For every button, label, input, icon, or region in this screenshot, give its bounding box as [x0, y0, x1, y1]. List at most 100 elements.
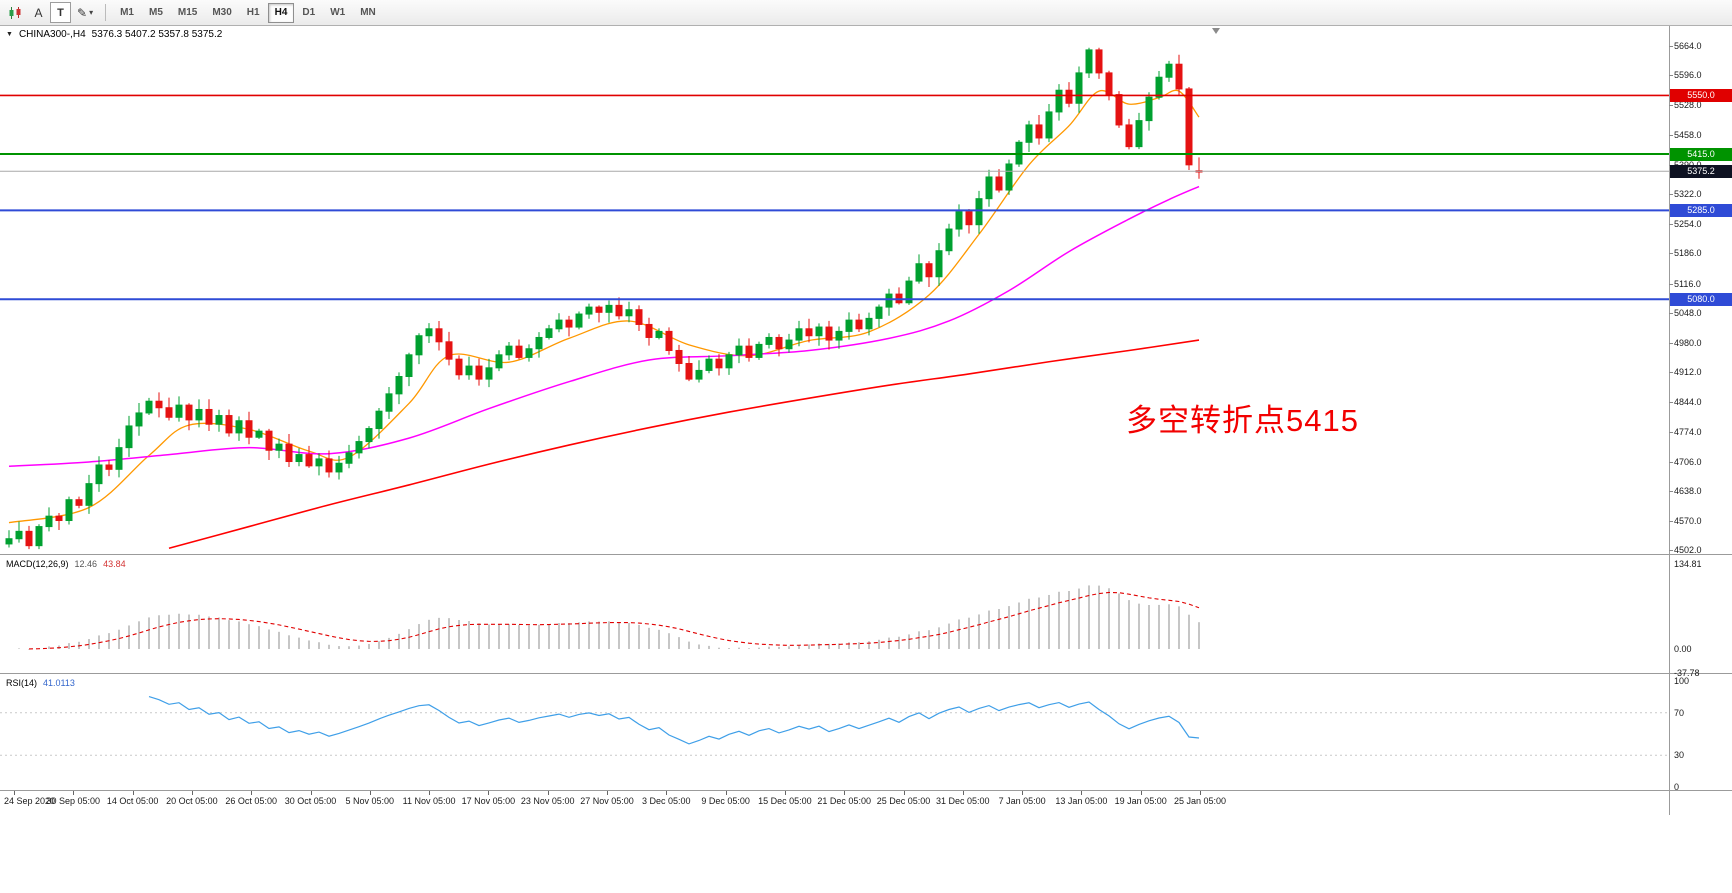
symbol-timeframe-label: CHINA300-,H4: [18, 29, 86, 40]
time-axis-tick: [251, 791, 253, 795]
chart-shift-marker[interactable]: [1212, 28, 1220, 34]
time-axis-label: 31 Dec 05:00: [936, 796, 990, 806]
timeframe-m30-button[interactable]: M30: [205, 3, 238, 23]
price-axis-label: 5116.0: [1674, 278, 1701, 289]
a-label: A: [34, 5, 43, 20]
time-axis-tick: [666, 791, 668, 795]
time-axis-tick: [310, 791, 312, 795]
timeframe-m1-button[interactable]: M1: [113, 3, 141, 23]
timeframe-m5-button[interactable]: M5: [142, 3, 170, 23]
time-axis-label: 21 Dec 05:00: [817, 796, 871, 806]
timeframe-w1-button[interactable]: W1: [323, 3, 352, 23]
rsi-indicator-label: RSI(14) 41.0113: [6, 678, 75, 688]
toolbar: A T ✎ ▾ M1 M5 M15 M30 H1 H4 D1 W1 MN: [0, 0, 1732, 26]
rsi-axis-label: 30: [1674, 750, 1685, 761]
time-axis-label: 7 Jan 05:00: [998, 796, 1046, 806]
price-axis-tick: [1669, 342, 1673, 344]
price-axis-tick: [1669, 46, 1673, 47]
rsi-axis-label: 0: [1674, 782, 1680, 792]
time-axis-tick: [369, 791, 371, 795]
price-axis-label: 4980.0: [1674, 337, 1702, 348]
timeframe-mn-button[interactable]: MN: [353, 3, 383, 23]
main-chart-canvas[interactable]: [0, 26, 1669, 554]
pencil-icon: ✎: [77, 5, 88, 20]
price-axis-tick: [1669, 223, 1673, 225]
caret-down-icon: ▾: [89, 8, 94, 17]
time-axis-label: 9 Dec 05:00: [701, 796, 750, 806]
time-axis-tick: [962, 791, 964, 795]
rsi-canvas[interactable]: [0, 674, 1669, 790]
price-axis-label: 5528.0: [1674, 99, 1702, 110]
time-axis-tick: [429, 791, 431, 795]
text-object-button[interactable]: T: [50, 2, 71, 23]
time-axis-label: 11 Nov 05:00: [402, 796, 456, 806]
price-axis-label: 4638.0: [1674, 486, 1702, 496]
price-axis-border: [1669, 26, 1670, 815]
timeframe-d1-button[interactable]: D1: [295, 3, 322, 23]
time-axis-label: 30 Oct 05:00: [284, 796, 337, 806]
price-axis-label: 4706.0: [1674, 456, 1702, 467]
time-axis-tick: [191, 791, 193, 795]
price-axis-badge: 5285.0: [1670, 203, 1732, 217]
time-axis-label: 25 Jan 05:00: [1173, 796, 1227, 806]
rsi-axis-label: 100: [1674, 676, 1690, 686]
time-axis-label: 30 Sep 05:00: [46, 796, 101, 806]
slow-ma-line: [168, 339, 1200, 550]
rsi-line: [148, 696, 1200, 745]
time-axis-tick: [844, 791, 846, 795]
price-axis-tick: [1669, 520, 1673, 522]
price-axis-label: 4502.0: [1674, 545, 1702, 555]
price-axis-label: 4570.0: [1674, 515, 1702, 526]
cursor-mode-button[interactable]: A: [28, 2, 49, 23]
price-axis-label: 5186.0: [1674, 248, 1702, 259]
price-axis-tick: [1669, 491, 1673, 492]
ohlc-values: 5376.3 5407.2 5357.8 5375.2: [91, 29, 223, 40]
time-axis-label: 3 Dec 05:00: [642, 796, 691, 806]
timeframe-h1-button[interactable]: H1: [240, 3, 267, 23]
candlestick-icon: [9, 6, 21, 19]
time-axis-tick: [1081, 791, 1083, 795]
level-lines-layer[interactable]: [0, 94, 1669, 301]
time-axis-tick: [132, 791, 134, 795]
price-axis-label: 4912.0: [1674, 367, 1702, 378]
draw-tools-button[interactable]: ✎ ▾: [72, 2, 98, 23]
price-axis-badge: 5080.0: [1670, 292, 1732, 306]
chart-text-annotation[interactable]: 多空转折点5415: [1126, 403, 1359, 438]
time-axis-label: 14 Oct 05:00: [106, 796, 159, 806]
price-axis-tick: [1669, 313, 1673, 315]
timeframe-m15-button[interactable]: M15: [171, 3, 204, 23]
time-axis-label: 19 Jan 05:00: [1114, 796, 1167, 806]
macd-axis-label: 0.00: [1674, 644, 1692, 654]
chart-window[interactable]: ▼ CHINA300-,H4 5376.3 5407.2 5357.8 5375…: [0, 26, 1732, 893]
mid-ma-line: [8, 185, 1200, 468]
time-axis-tick: [14, 791, 15, 795]
pane-separator[interactable]: [0, 554, 1732, 555]
rsi-axis-label: 70: [1674, 707, 1685, 718]
time-axis-label: 27 Nov 05:00: [580, 796, 634, 806]
price-axis-label: 5048.0: [1674, 308, 1702, 319]
time-axis-tick: [1022, 791, 1024, 795]
price-axis-label: 4774.0: [1674, 427, 1702, 438]
time-axis-label: 17 Nov 05:00: [461, 796, 516, 806]
rsi-value: 41.0113: [43, 678, 75, 688]
price-axis-tick: [1669, 75, 1673, 77]
price-axis-label: 4844.0: [1674, 396, 1702, 407]
candles-layer: [5, 47, 1203, 550]
pane-separator[interactable]: [0, 673, 1732, 674]
timeframe-h4-button[interactable]: H4: [267, 2, 295, 23]
macd-canvas[interactable]: [0, 555, 1669, 673]
price-axis-tick: [1669, 104, 1673, 106]
chart-type-button[interactable]: [3, 2, 27, 23]
macd-name: MACD(12,26,9): [6, 559, 69, 569]
time-axis-label: 24 Sep 2020: [4, 796, 56, 806]
macd-histogram-layer: [18, 585, 1200, 650]
price-axis-tick: [1669, 194, 1673, 196]
time-axis-tick: [784, 791, 786, 795]
time-axis-tick: [1200, 791, 1201, 795]
price-axis-tick: [1669, 253, 1673, 255]
time-axis-label: 25 Dec 05:00: [876, 796, 931, 806]
toolbar-separator: [105, 4, 107, 21]
symbol-dropdown-icon[interactable]: ▼: [6, 31, 13, 38]
chart-title: ▼ CHINA300-,H4 5376.3 5407.2 5357.8 5375…: [6, 29, 222, 40]
